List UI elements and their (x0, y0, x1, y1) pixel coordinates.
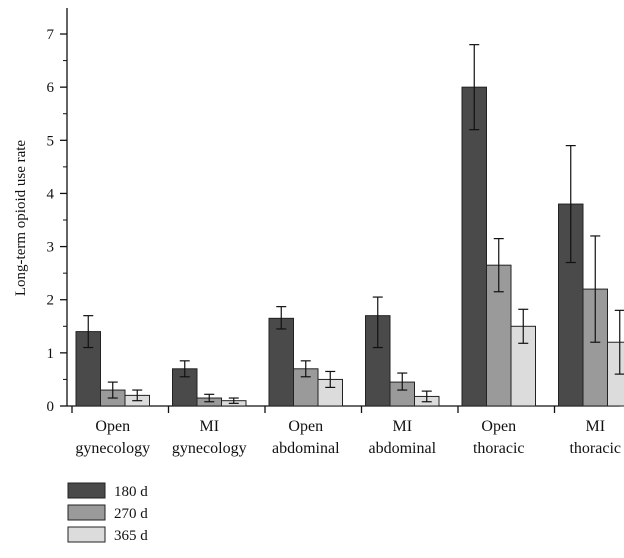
category-labels: Open gynecology MI gynecology Open abdominal M… (75, 418, 621, 457)
y-axis-label: Long-term opioid use rate (13, 140, 29, 297)
x-category-label: MI (392, 418, 412, 435)
x-category-label: Open (95, 418, 130, 435)
y-tick-label: 2 (47, 293, 55, 309)
legend-swatch-2 (67, 526, 106, 543)
y-tick-label: 6 (47, 80, 55, 96)
legend-swatch-1 (67, 504, 106, 521)
x-category-label: abdominal (272, 440, 340, 457)
legend: 180 d 270 d 365 d (67, 482, 148, 544)
x-category-label: thoracic (569, 440, 621, 457)
x-category-label: Open (288, 418, 323, 435)
x-category-label: MI (199, 418, 219, 435)
y-tick-label: 0 (47, 399, 55, 415)
legend-label-1: 270 d (114, 506, 148, 522)
legend-label-0: 180 d (114, 484, 148, 500)
y-tick-label: 5 (47, 133, 55, 149)
x-category-label: MI (585, 418, 605, 435)
bars-layer (75, 44, 624, 407)
y-tick-label: 3 (47, 240, 55, 256)
x-category-label: abdominal (368, 440, 436, 457)
bar-series-0-cat-2 (268, 317, 294, 407)
y-tick-label: 4 (47, 186, 55, 202)
legend-label-2: 365 d (114, 528, 148, 544)
x-category-label: gynecology (172, 440, 247, 457)
x-category-label: Open (481, 418, 516, 435)
x-category-label: gynecology (75, 440, 150, 457)
x-category-label: thoracic (473, 440, 525, 457)
y-axis: 0 1 2 3 4 5 6 7 (47, 8, 68, 415)
legend-swatch-0 (67, 482, 106, 499)
bar-series-0-cat-4 (461, 86, 487, 407)
y-tick-label: 1 (47, 346, 55, 362)
y-tick-label: 7 (47, 27, 55, 43)
x-axis (67, 405, 620, 413)
